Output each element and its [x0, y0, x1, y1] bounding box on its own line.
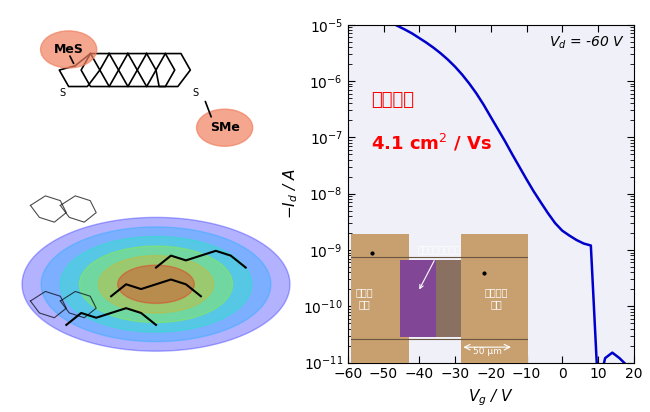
Polygon shape: [99, 255, 213, 313]
Polygon shape: [118, 265, 194, 303]
Text: S: S: [192, 88, 198, 98]
Polygon shape: [41, 227, 271, 342]
Ellipse shape: [196, 109, 253, 146]
Ellipse shape: [40, 31, 97, 68]
Text: 4.1 cm$^2$ / Vs: 4.1 cm$^2$ / Vs: [370, 132, 491, 153]
Text: MeS: MeS: [54, 43, 84, 56]
Y-axis label: $-I_d$ / A: $-I_d$ / A: [282, 168, 300, 219]
Text: S: S: [59, 88, 66, 98]
X-axis label: $V_g$ / V: $V_g$ / V: [468, 387, 514, 407]
Polygon shape: [22, 218, 290, 351]
Text: $V_d$ = -60 V: $V_d$ = -60 V: [549, 35, 625, 51]
Text: SMe: SMe: [210, 121, 240, 134]
Text: 移動度：: 移動度：: [370, 91, 413, 109]
Polygon shape: [60, 236, 252, 332]
Polygon shape: [79, 246, 233, 323]
